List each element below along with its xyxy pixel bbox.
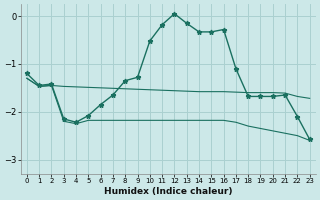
X-axis label: Humidex (Indice chaleur): Humidex (Indice chaleur)	[104, 187, 233, 196]
